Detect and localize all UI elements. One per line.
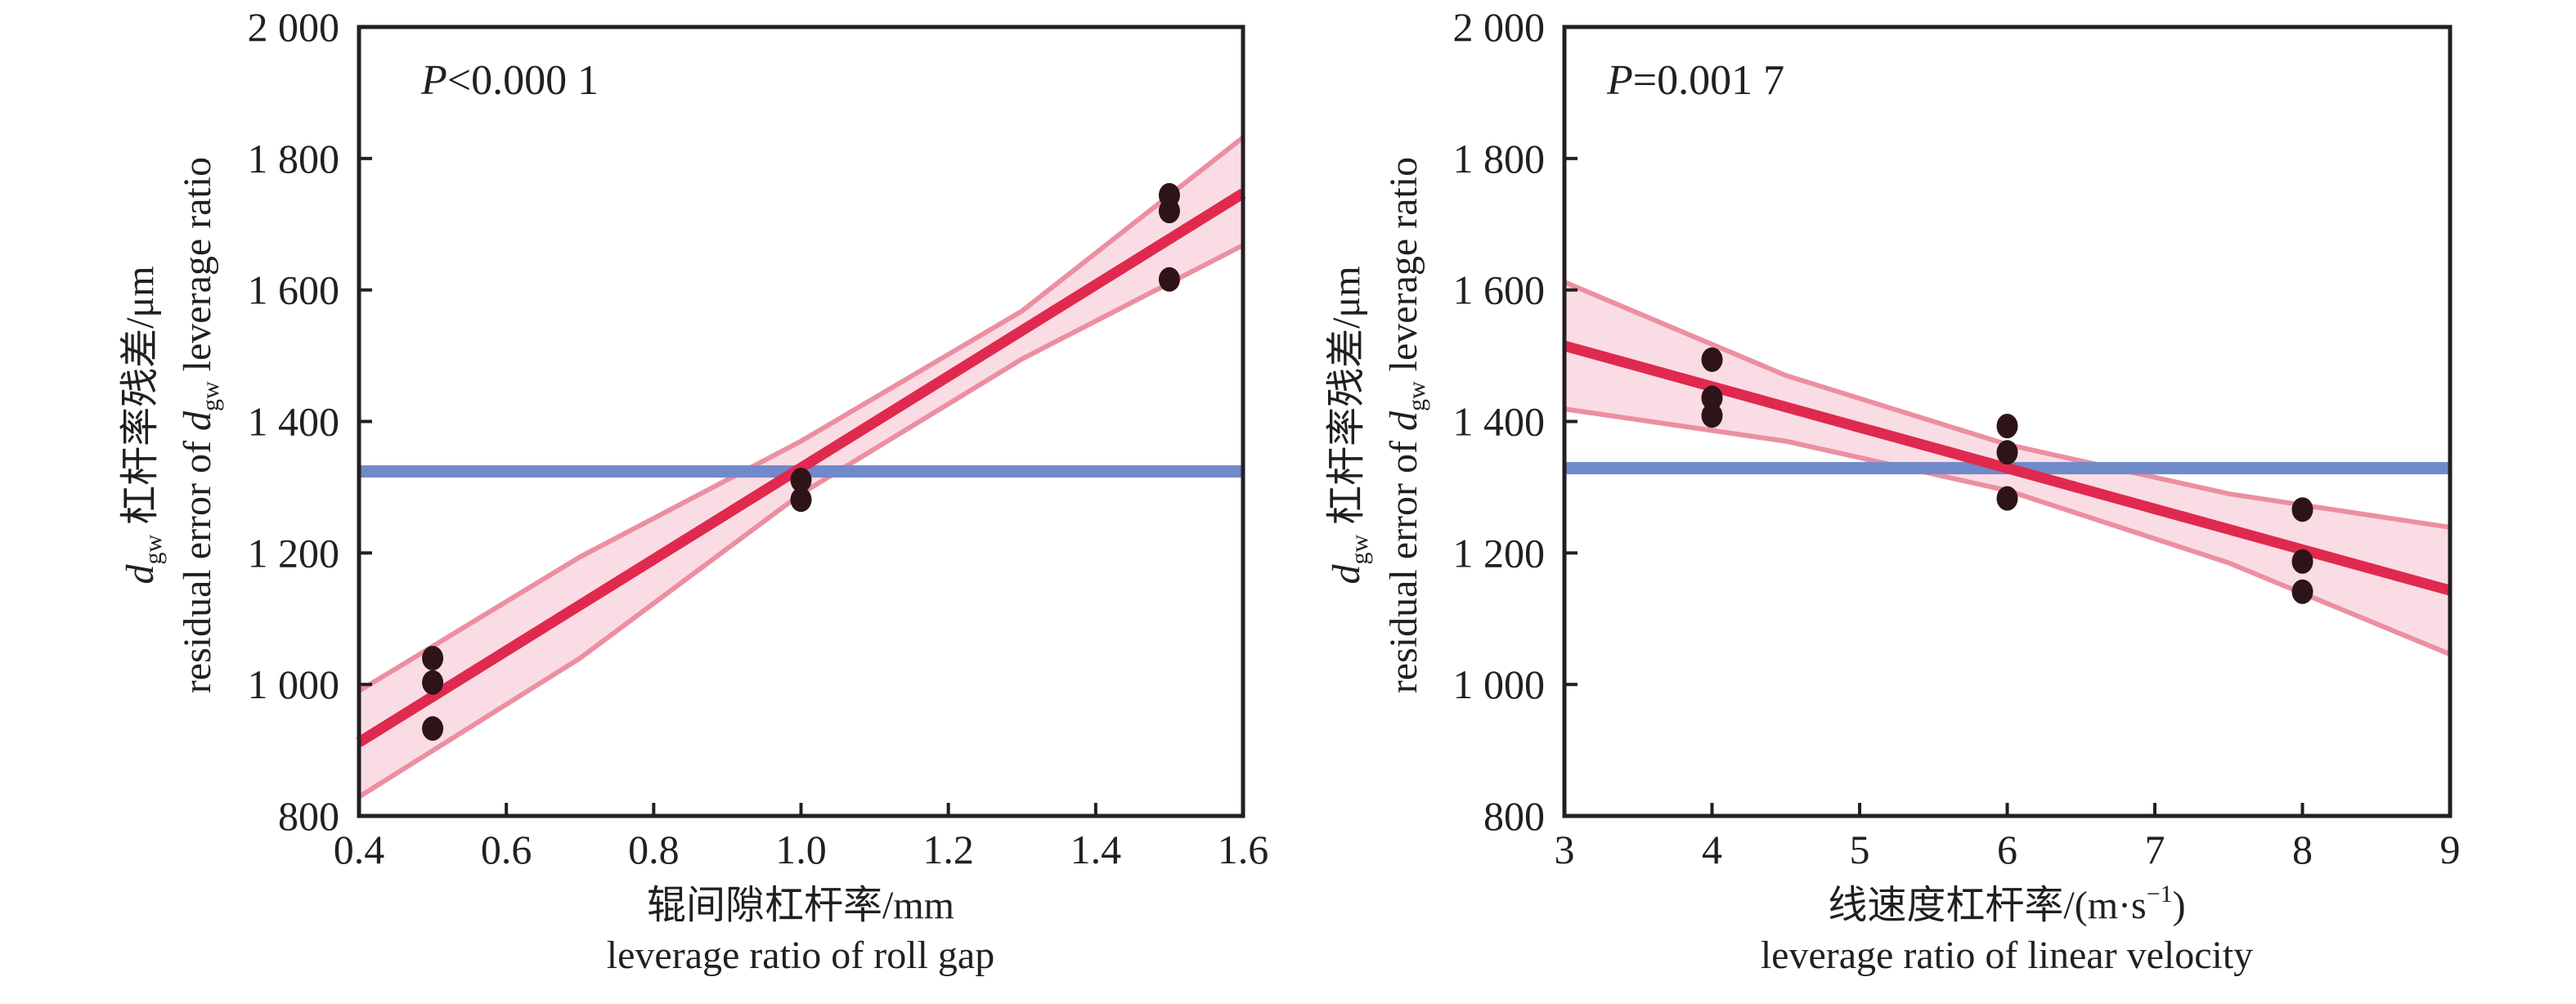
y-var: d <box>1325 564 1368 585</box>
x-tick-label: 1.4 <box>1070 827 1122 872</box>
left-panel: 800 1 000 1 200 1 400 1 600 1 800 2 000 0.4 0.6… <box>119 4 1268 977</box>
y-title-en-pre: residual error of <box>1382 431 1425 693</box>
points-group <box>1701 347 2313 604</box>
data-point <box>2291 497 2313 522</box>
confidence-band-upper <box>357 135 1245 693</box>
x-tick-label: 4 <box>1702 827 1722 872</box>
p-symbol: P <box>1606 57 1633 104</box>
x-title-close: ) <box>2173 884 2186 927</box>
y-tick-label: 1 000 <box>248 661 340 707</box>
data-point <box>1996 414 2018 439</box>
x-tick-label: 7 <box>2145 827 2165 872</box>
data-point <box>1701 347 1723 372</box>
x-axis-title-en: leverage ratio of linear velocity <box>1761 934 2253 977</box>
y-tick-label: 1 600 <box>248 267 340 313</box>
y-tick-label: 2 000 <box>1453 4 1546 50</box>
x-tick-label: 0.6 <box>481 827 532 872</box>
data-point <box>2291 579 2313 604</box>
y-tick-label: 800 <box>1483 793 1545 839</box>
confidence-band-lower <box>357 243 1245 800</box>
p-symbol: P <box>420 57 447 104</box>
x-tick-labels: 0.4 0.6 0.8 1.0 1.2 1.4 1.6 <box>334 827 1269 872</box>
data-point <box>1158 199 1180 224</box>
p-value-annotation: P<0.000 1 <box>420 57 599 104</box>
x-tick-label: 1.2 <box>922 827 974 872</box>
data-point <box>790 487 812 513</box>
y-axis-title: dgw 杠杆率残差/μm residual error of dgw lever… <box>119 157 224 693</box>
y-var-2: d <box>1382 410 1425 431</box>
y-var-2-sub: gw <box>1403 381 1430 411</box>
data-point <box>422 646 444 670</box>
x-tick-label: 0.4 <box>334 827 385 872</box>
y-tick-label: 1 400 <box>1453 399 1546 445</box>
x-title-cn-main: 线速度杠杆率/(m·s <box>1828 884 2146 927</box>
right-panel: 800 1 000 1 200 1 400 1 600 1 800 2 000 3 4 5 6 7 8… <box>1325 4 2461 977</box>
y-tick-label: 1 600 <box>1453 267 1546 313</box>
x-tick-label: 1.0 <box>775 827 827 872</box>
y-tick-label: 1 800 <box>1453 136 1546 182</box>
x-tick-labels: 3 4 5 6 7 8 9 <box>1555 827 2461 872</box>
x-tick-label: 6 <box>1997 827 2017 872</box>
x-axis-title-cn: 辊间隙杠杆率/mm <box>647 884 954 927</box>
p-value-text: <0.000 1 <box>447 57 599 104</box>
y-var-sub: gw <box>140 535 167 565</box>
data-point <box>1158 267 1180 292</box>
data-point <box>2291 549 2313 574</box>
x-title-superscript: −1 <box>2147 881 2173 908</box>
y-tick-label: 1 400 <box>248 399 340 445</box>
y-tick-label: 2 000 <box>248 4 340 50</box>
axes-group <box>357 25 1245 818</box>
y-tick-label: 1 200 <box>248 530 340 576</box>
p-value-annotation: P=0.001 7 <box>1606 57 1784 104</box>
y-tick-label: 1 200 <box>1453 530 1546 576</box>
y-axis-title-line1: dgw 杠杆率残差/μm <box>119 266 167 584</box>
data-point <box>422 670 444 695</box>
y-axis-title-line1: dgw 杠杆率残差/μm <box>1325 266 1373 584</box>
x-axis-title-cn: 线速度杠杆率/(m·s−1) <box>1828 881 2185 927</box>
y-title-cn: 杠杆率残差/μm <box>1325 266 1368 534</box>
x-tick-label: 8 <box>2292 827 2313 872</box>
y-tick-label: 1 800 <box>248 136 340 182</box>
points-group <box>422 182 1180 742</box>
x-tick-label: 9 <box>2440 827 2461 872</box>
axes-group <box>1562 25 2453 818</box>
y-title-en-post: leverage ratio <box>176 157 219 382</box>
x-axis-title-en: leverage ratio of roll gap <box>607 934 994 977</box>
data-point <box>1701 385 1723 410</box>
y-axis-title: dgw 杠杆率残差/μm residual error of dgw lever… <box>1325 157 1430 693</box>
data-point <box>1996 440 2018 465</box>
x-tick-label: 5 <box>1850 827 1870 872</box>
y-tick-label: 1 000 <box>1453 661 1546 707</box>
data-point <box>790 468 812 493</box>
y-var-sub: gw <box>1346 535 1373 565</box>
y-axis-title-line2: residual error of dgw leverage ratio <box>176 157 224 693</box>
y-var-2: d <box>176 410 219 431</box>
y-axis-title-line2: residual error of dgw leverage ratio <box>1382 157 1430 693</box>
p-value-text: =0.001 7 <box>1633 57 1784 104</box>
y-var-2-sub: gw <box>197 381 224 411</box>
y-tick-label: 800 <box>278 793 339 839</box>
y-tick-labels: 800 1 000 1 200 1 400 1 600 1 800 2 000 <box>1453 4 1546 839</box>
data-point <box>1996 486 2018 511</box>
data-point <box>422 716 444 742</box>
data-point <box>1701 403 1723 428</box>
y-var: d <box>119 564 162 585</box>
y-title-en-pre: residual error of <box>176 431 219 693</box>
y-title-cn: 杠杆率残差/μm <box>119 266 162 534</box>
y-title-en-post: leverage ratio <box>1382 157 1425 382</box>
x-tick-label: 1.6 <box>1218 827 1269 872</box>
x-tick-label: 0.8 <box>628 827 680 872</box>
y-tick-labels: 800 1 000 1 200 1 400 1 600 1 800 2 000 <box>248 4 340 839</box>
x-tick-label: 3 <box>1555 827 1575 872</box>
